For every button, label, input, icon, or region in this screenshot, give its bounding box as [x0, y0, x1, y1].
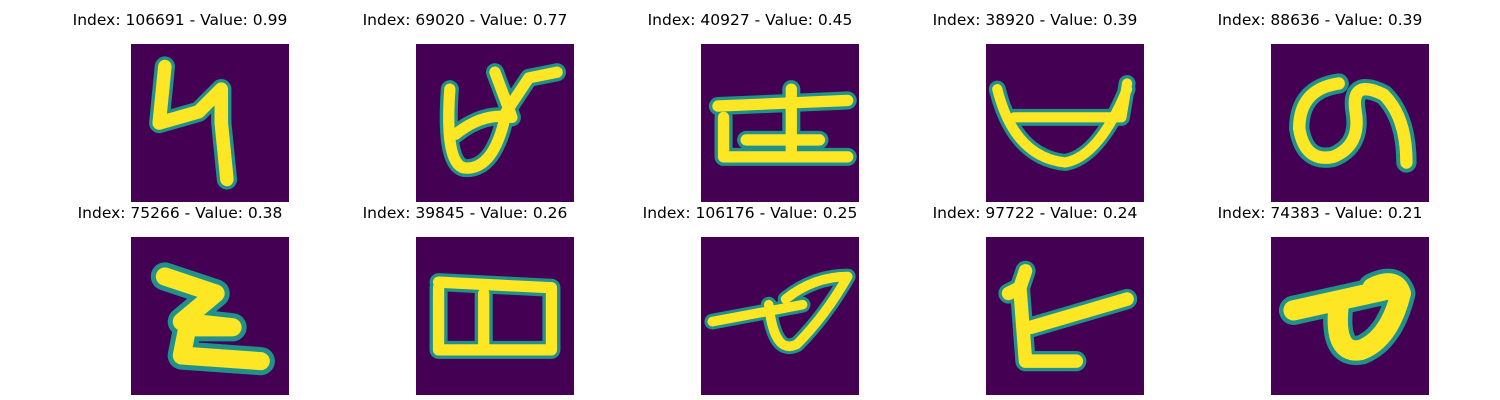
panel-title: Index: 106176 - Value: 0.25 — [642, 204, 858, 222]
panel-9: Index: 97722 - Value: 0.24 — [885, 203, 1185, 395]
panel-image — [986, 44, 1144, 202]
panel-title: Index: 38920 - Value: 0.39 — [932, 11, 1138, 29]
panel-6: Index: 75266 - Value: 0.38 — [30, 203, 330, 395]
panel-image — [131, 44, 289, 202]
panel-title: Index: 40927 - Value: 0.45 — [647, 11, 853, 29]
panel-image — [986, 237, 1144, 395]
panel-title: Index: 97722 - Value: 0.24 — [932, 204, 1138, 222]
glyph-bowl — [988, 75, 1136, 171]
panel-1: Index: 106691 - Value: 0.99 — [30, 10, 330, 202]
glyph-leaf-stroke — [704, 268, 856, 355]
glyph-loop-cross — [439, 63, 567, 178]
panel-title: Index: 75266 - Value: 0.38 — [77, 204, 283, 222]
glyph-bold-loop — [1278, 268, 1416, 366]
panel-4: Index: 38920 - Value: 0.39 — [885, 10, 1185, 202]
panel-title: Index: 106691 - Value: 0.99 — [72, 11, 288, 29]
panel-image — [701, 44, 859, 202]
panel-5: Index: 88636 - Value: 0.39 — [1170, 10, 1470, 202]
panel-image — [1271, 237, 1429, 395]
glyph-4-like — [149, 56, 238, 190]
panel-10: Index: 74383 - Value: 0.21 — [1170, 203, 1470, 395]
panel-8: Index: 106176 - Value: 0.25 — [600, 203, 900, 395]
panel-title: Index: 88636 - Value: 0.39 — [1217, 11, 1423, 29]
panel-image — [416, 237, 574, 395]
glyph-loop-tail — [1289, 73, 1417, 173]
panel-image — [1271, 44, 1429, 202]
panel-2: Index: 69020 - Value: 0.77 — [315, 10, 615, 202]
glyph-double-loop — [429, 273, 561, 359]
panel-title: Index: 74383 - Value: 0.21 — [1217, 204, 1423, 222]
panel-title: Index: 39845 - Value: 0.26 — [362, 204, 568, 222]
glyph-bar-frame — [708, 80, 857, 166]
panel-3: Index: 40927 - Value: 0.45 — [600, 10, 900, 202]
glyph-angle-stroke — [998, 260, 1138, 372]
panel-7: Index: 39845 - Value: 0.26 — [315, 203, 615, 395]
panel-image — [131, 237, 289, 395]
panel-title: Index: 69020 - Value: 0.77 — [362, 11, 568, 29]
panel-image — [701, 237, 859, 395]
glyph-z-like — [150, 262, 275, 376]
panel-image — [416, 44, 574, 202]
